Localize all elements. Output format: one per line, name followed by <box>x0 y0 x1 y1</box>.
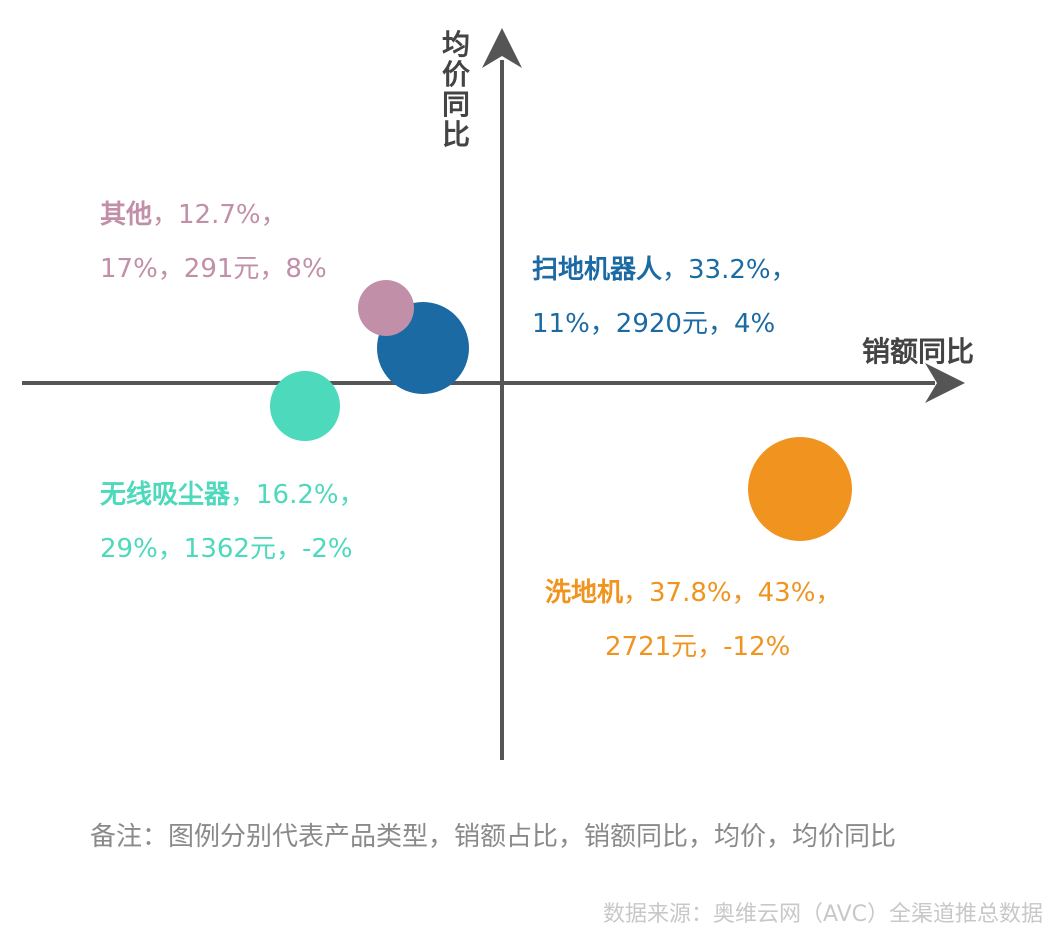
series-values: 17%，291元，8% <box>100 254 327 284</box>
y-axis-arrow-icon <box>482 28 522 68</box>
series-values: ，33.2%， <box>662 255 797 285</box>
bubble-floor-washer <box>748 437 852 541</box>
chart-note: 备注：图例分别代表产品类型，销额占比，销额同比，均价，均价同比 <box>90 822 897 852</box>
data-source: 数据来源：奥维云网（AVC）全渠道推总数据 <box>602 902 1043 927</box>
bubble-cordless-vacuum <box>270 371 340 441</box>
y-axis-label: 均价同比 <box>442 28 471 151</box>
bubble-label-cordless-vacuum: 无线吸尘器，16.2%， 29%，1362元，-2% <box>100 468 365 576</box>
bubble-label-other: 其他，12.7%， 17%，291元，8% <box>100 188 327 296</box>
series-values: ，12.7%， <box>152 200 287 230</box>
series-name: 其他 <box>100 200 153 230</box>
series-values: 29%，1362元，-2% <box>100 534 353 564</box>
bubble-label-floor-washer: 洗地机，37.8%，43%， 2721元，-12% <box>545 566 841 674</box>
series-values: ，37.8%，43%， <box>623 578 842 608</box>
x-axis-label: 销额同比 <box>862 335 975 368</box>
series-name: 扫地机器人 <box>532 255 663 285</box>
series-values: 11%，2920元，4% <box>532 309 776 339</box>
series-values: 2721元，-12% <box>605 632 791 662</box>
series-name: 无线吸尘器 <box>100 480 231 510</box>
bubble-other <box>358 280 414 336</box>
x-axis-arrow-icon <box>925 363 965 403</box>
series-name: 洗地机 <box>545 578 624 608</box>
bubble-label-robot-vacuum: 扫地机器人，33.2%， 11%，2920元，4% <box>532 243 797 351</box>
series-values: ，16.2%， <box>230 480 365 510</box>
